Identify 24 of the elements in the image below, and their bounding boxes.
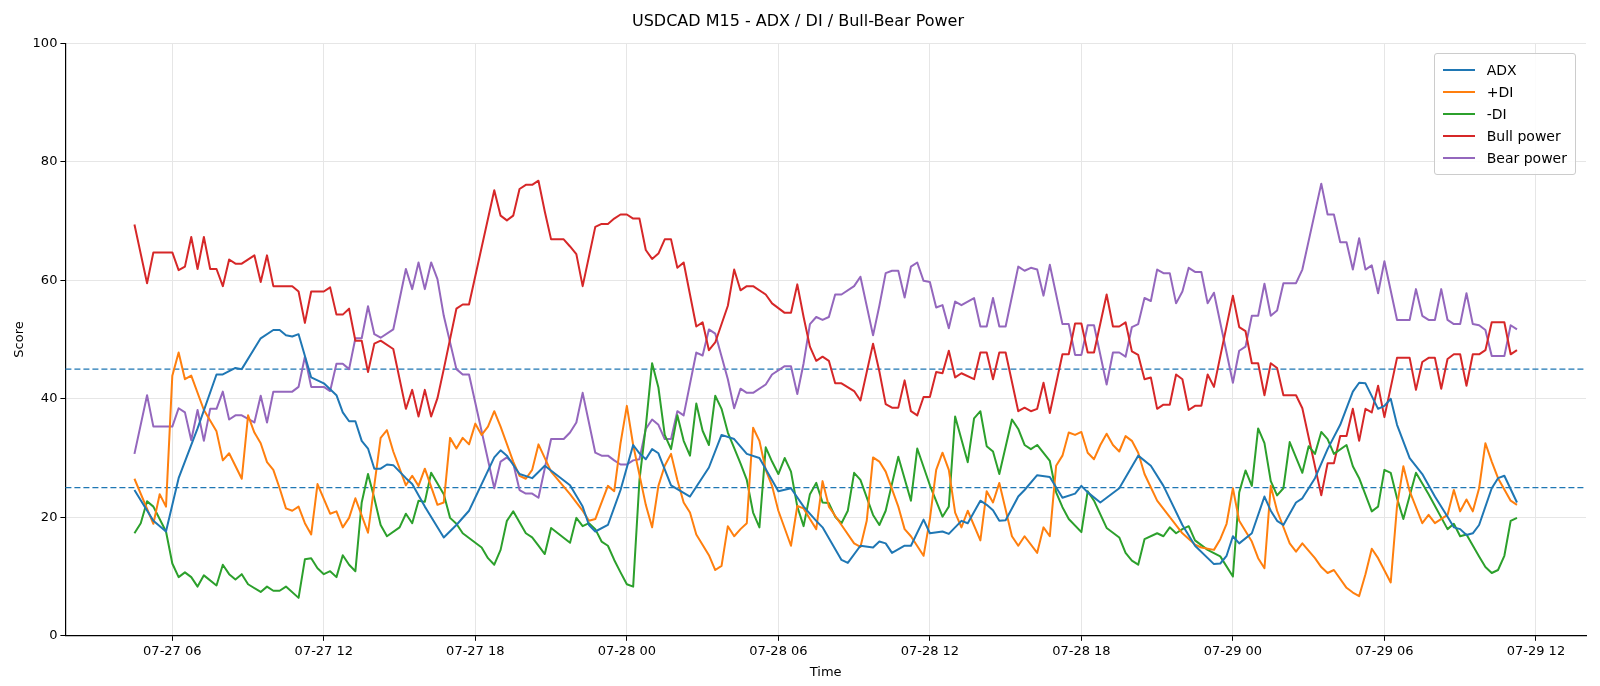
y-tick-label: 20	[40, 508, 58, 524]
x-tick-label: 07-29 12	[1506, 642, 1566, 658]
y-tick-label: 80	[40, 153, 58, 169]
chart-title: USDCAD M15 - ADX / DI / Bull-Bear Power	[631, 10, 965, 30]
y-tick-label: 100	[32, 34, 58, 50]
x-tick-label: 07-27 06	[143, 642, 202, 658]
y-tick-label: 40	[40, 390, 58, 406]
y-tick-label: 60	[40, 271, 58, 287]
x-tick-label: 07-29 00	[1203, 642, 1263, 658]
x-tick-label: 07-27 12	[294, 642, 354, 658]
x-tick-label: 07-28 12	[900, 642, 960, 658]
legend-label: -DI	[1486, 106, 1507, 123]
legend-label: +DI	[1486, 84, 1514, 101]
x-tick-label: 07-29 06	[1355, 642, 1414, 658]
legend-label: Bear power	[1486, 150, 1567, 167]
x-tick-label: 07-28 00	[597, 642, 657, 658]
x-tick-label: 07-28 06	[749, 642, 808, 658]
x-axis-title: Time	[808, 663, 842, 679]
y-tick-label: 0	[49, 627, 58, 643]
x-tick-label: 07-27 18	[446, 642, 505, 658]
y-axis-title: Score	[11, 321, 27, 358]
x-tick-label: 07-28 18	[1052, 642, 1111, 658]
legend-label: ADX	[1486, 62, 1517, 79]
legend-label: Bull power	[1486, 128, 1561, 145]
